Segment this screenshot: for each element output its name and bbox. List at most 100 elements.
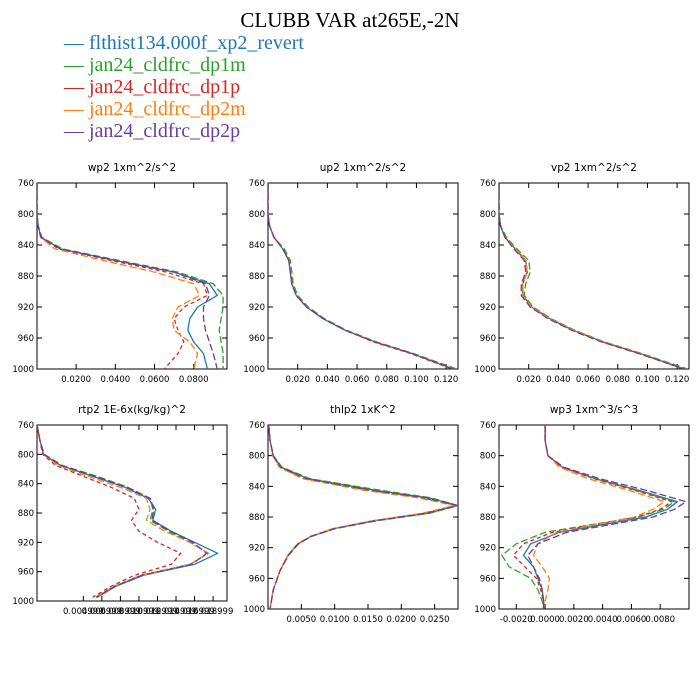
y-tick-label: 800 bbox=[480, 210, 496, 220]
plot-frame bbox=[267, 424, 459, 610]
series-line-3 bbox=[268, 183, 453, 369]
y-tick-label: 960 bbox=[18, 568, 34, 578]
series-line-2 bbox=[499, 183, 688, 369]
series-line-4 bbox=[268, 425, 456, 609]
y-tick-label: 1000 bbox=[12, 597, 34, 607]
x-tick-label: 0.014999 bbox=[156, 607, 197, 617]
series-line-2 bbox=[37, 425, 210, 598]
x-tick-label: 0.080 bbox=[375, 375, 399, 385]
panel-3: vp2 1xm^2/s^2 760 800 840 880 920 960 1000 0.020… bbox=[474, 162, 690, 385]
y-tick-label: 920 bbox=[18, 303, 34, 313]
legend-item: — jan24_cldfrc_dp2p bbox=[64, 120, 241, 142]
x-tick-label: 0.0000 bbox=[530, 615, 560, 625]
y-tick-label: 840 bbox=[18, 480, 34, 490]
x-tick-label: 0.010999 bbox=[119, 607, 160, 617]
y-tick-label: 960 bbox=[18, 334, 34, 344]
y-tick-label: 800 bbox=[18, 450, 34, 460]
series-line-5 bbox=[499, 183, 685, 369]
y-tick-label: 1000 bbox=[474, 365, 496, 375]
y-tick-label: 760 bbox=[249, 421, 265, 431]
series-line-1 bbox=[37, 183, 218, 369]
x-tick-label: 0.012999 bbox=[137, 607, 178, 617]
y-tick-label: 880 bbox=[480, 513, 496, 523]
y-tick-label: 880 bbox=[18, 272, 34, 282]
series-line-5 bbox=[37, 425, 208, 598]
y-tick-label: 880 bbox=[249, 272, 265, 282]
y-tick-label: 800 bbox=[249, 210, 265, 220]
series-line-5 bbox=[268, 183, 454, 369]
legend-item: — jan24_cldfrc_dp2m bbox=[64, 98, 246, 120]
y-tick-label: 920 bbox=[18, 538, 34, 548]
y-tick-label: 960 bbox=[249, 574, 265, 584]
y-tick-label: 840 bbox=[18, 241, 34, 251]
x-tick-label: 0.100 bbox=[635, 375, 659, 385]
legend-item: — flthist134.000f_xp2_revert bbox=[64, 32, 304, 54]
y-tick-label: 1000 bbox=[474, 605, 496, 615]
series-line-5 bbox=[37, 183, 218, 369]
series-line-3 bbox=[512, 425, 673, 609]
x-tick-label: 0.0150 bbox=[353, 615, 383, 625]
panel-title: rtp2 1E-6x(kg/kg)^2 bbox=[78, 404, 186, 416]
panel-2: up2 1xm^2/s^2 760 800 840 880 920 960 1000 0.020… bbox=[243, 162, 459, 385]
series-line-3 bbox=[268, 425, 458, 609]
y-tick-label: 960 bbox=[480, 574, 496, 584]
panel-6: wp3 1xm^3/s^3 760 800 840 880 920 960 1000 -0.00… bbox=[474, 404, 690, 625]
series-line-4 bbox=[532, 425, 666, 609]
x-tick-label: 0.120 bbox=[434, 375, 458, 385]
x-tick-label: 0.0050 bbox=[286, 615, 316, 625]
panel-title: wp2 1xm^2/s^2 bbox=[88, 162, 176, 174]
x-tick-label: 0.0250 bbox=[420, 615, 450, 625]
y-tick-label: 880 bbox=[249, 513, 265, 523]
panel-title: vp2 1xm^2/s^2 bbox=[551, 162, 637, 174]
x-tick-label: 0.018999 bbox=[193, 607, 234, 617]
x-tick-label: 0.008999 bbox=[100, 607, 141, 617]
x-tick-label: 0.020 bbox=[286, 375, 310, 385]
series-line-3 bbox=[499, 183, 684, 369]
y-tick-label: 1000 bbox=[243, 365, 265, 375]
y-tick-label: 800 bbox=[18, 210, 34, 220]
x-tick-label: 0.020 bbox=[517, 375, 541, 385]
y-tick-label: 920 bbox=[480, 303, 496, 313]
y-tick-label: 840 bbox=[480, 482, 496, 492]
series-line-2 bbox=[501, 425, 676, 609]
x-tick-label: 0.080 bbox=[606, 375, 630, 385]
y-tick-label: 800 bbox=[480, 452, 496, 462]
series-line-1 bbox=[37, 425, 219, 598]
series-line-3 bbox=[37, 425, 182, 598]
x-tick-label: 0.0800 bbox=[179, 375, 209, 385]
x-tick-label: 0.060 bbox=[576, 375, 600, 385]
series-line-4 bbox=[499, 183, 685, 369]
y-tick-label: 880 bbox=[480, 272, 496, 282]
panel-4: rtp2 1E-6x(kg/kg)^2 760 800 840 880 920 960 100… bbox=[12, 404, 233, 617]
y-tick-label: 800 bbox=[249, 452, 265, 462]
x-tick-label: 0.004999 bbox=[63, 607, 104, 617]
x-tick-label: 0.0400 bbox=[100, 375, 130, 385]
series-line-3 bbox=[37, 183, 209, 369]
panel-title: wp3 1xm^3/s^3 bbox=[550, 404, 638, 416]
y-tick-label: 960 bbox=[480, 334, 496, 344]
series-line-2 bbox=[268, 183, 457, 369]
x-tick-label: 0.0060 bbox=[617, 615, 647, 625]
x-tick-label: 0.0020 bbox=[559, 615, 589, 625]
y-tick-label: 1000 bbox=[243, 605, 265, 615]
y-tick-label: 880 bbox=[18, 509, 34, 519]
x-tick-label: 0.040 bbox=[546, 375, 570, 385]
plot-frame bbox=[498, 182, 690, 370]
series-line-4 bbox=[37, 183, 201, 369]
legend: — flthist134.000f_xp2_revert — jan24_cldf… bbox=[64, 32, 304, 142]
x-tick-label: 0.0200 bbox=[386, 615, 416, 625]
plot-frame bbox=[498, 424, 690, 610]
y-tick-label: 920 bbox=[249, 544, 265, 554]
x-tick-label: 0.040 bbox=[315, 375, 339, 385]
plot-frame bbox=[267, 182, 459, 370]
series-line-4 bbox=[268, 183, 454, 369]
x-tick-label: 0.0200 bbox=[61, 375, 91, 385]
series-line-5 bbox=[268, 425, 458, 609]
y-tick-label: 840 bbox=[249, 241, 265, 251]
series-line-5 bbox=[527, 425, 687, 609]
panel-5: thlp2 1xK^2 760 800 840 880 920 960 1000 0.0050 0… bbox=[243, 404, 459, 625]
panel-title: thlp2 1xK^2 bbox=[330, 404, 396, 416]
x-tick-label: 0.060 bbox=[345, 375, 369, 385]
series-line-2 bbox=[37, 183, 224, 369]
